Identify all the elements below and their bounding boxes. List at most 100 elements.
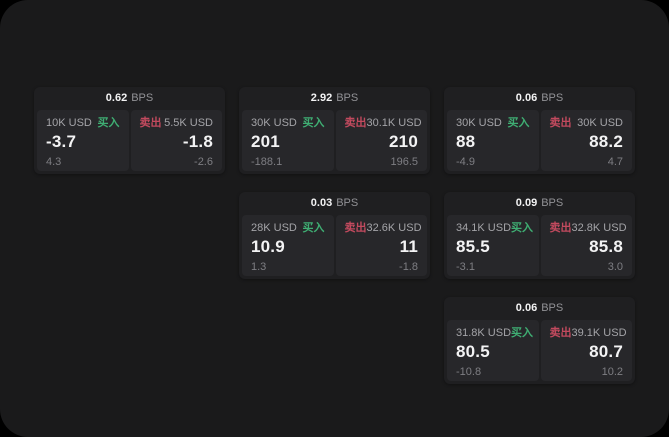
quote-card[interactable]: 0.06 BPS 30K USD 买入 88 -4.9 卖出 30K USD bbox=[444, 87, 635, 174]
buy-price: 10.9 bbox=[251, 237, 285, 257]
quote-card[interactable]: 0.09 BPS 34.1K USD 买入 85.5 -3.1 卖出 32.8K… bbox=[444, 192, 635, 279]
buy-panel[interactable]: 31.8K USD 买入 80.5 -10.8 bbox=[447, 320, 539, 381]
bps-unit-label: BPS bbox=[131, 92, 154, 104]
buy-amount: 30K USD bbox=[456, 117, 502, 129]
buy-panel-header: 30K USD 买入 bbox=[456, 117, 530, 129]
bps-unit-label: BPS bbox=[541, 92, 564, 104]
buy-side-label: 买入 bbox=[511, 327, 534, 339]
quote-card-body: 30K USD 买入 88 -4.9 卖出 30K USD 88.2 4.7 bbox=[444, 110, 635, 174]
sell-panel[interactable]: 卖出 32.8K USD 85.8 3.0 bbox=[540, 215, 632, 276]
buy-amount: 10K USD bbox=[46, 117, 92, 129]
buy-sub-value: -3.1 bbox=[456, 260, 475, 273]
sell-price: -1.8 bbox=[182, 132, 213, 152]
sell-panel[interactable]: 卖出 30.1K USD 210 196.5 bbox=[335, 110, 427, 171]
buy-side-label: 买入 bbox=[97, 117, 120, 129]
sell-amount: 30.1K USD bbox=[366, 117, 422, 129]
sell-panel[interactable]: 卖出 39.1K USD 80.7 10.2 bbox=[540, 320, 632, 381]
bps-header: 0.09 BPS bbox=[444, 192, 635, 215]
sell-side-label: 卖出 bbox=[139, 117, 162, 129]
bps-header: 2.92 BPS bbox=[239, 87, 430, 110]
buy-panel[interactable]: 30K USD 买入 201 -188.1 bbox=[242, 110, 334, 171]
sell-panel-header: 卖出 32.8K USD bbox=[549, 222, 627, 234]
quote-card[interactable]: 0.62 BPS 10K USD 买入 -3.7 4.3 卖出 5.5K USD bbox=[34, 87, 225, 174]
sell-side-label: 卖出 bbox=[549, 222, 572, 234]
buy-side-label: 买入 bbox=[511, 222, 534, 234]
quote-card-body: 34.1K USD 买入 85.5 -3.1 卖出 32.8K USD 85.8… bbox=[444, 215, 635, 279]
buy-amount: 30K USD bbox=[251, 117, 297, 129]
bps-header: 0.62 BPS bbox=[34, 87, 225, 110]
buy-side-label: 买入 bbox=[302, 222, 325, 234]
buy-price: 201 bbox=[251, 132, 280, 152]
sell-panel-header: 卖出 39.1K USD bbox=[550, 327, 627, 339]
sell-side-label: 卖出 bbox=[344, 222, 367, 234]
sell-price: 80.7 bbox=[589, 342, 623, 362]
bps-value: 0.06 bbox=[515, 302, 538, 314]
bps-value: 0.62 bbox=[105, 92, 128, 104]
sell-price: 11 bbox=[399, 237, 418, 257]
sell-sub-value: 196.5 bbox=[390, 155, 418, 168]
buy-panel[interactable]: 10K USD 买入 -3.7 4.3 bbox=[37, 110, 129, 171]
sell-amount: 32.6K USD bbox=[366, 222, 422, 234]
sell-price: 210 bbox=[389, 132, 418, 152]
buy-price: 88 bbox=[456, 132, 476, 152]
sell-panel-header: 卖出 5.5K USD bbox=[140, 117, 214, 129]
quote-card-body: 10K USD 买入 -3.7 4.3 卖出 5.5K USD -1.8 -2.… bbox=[34, 110, 225, 174]
buy-panel-header: 31.8K USD 买入 bbox=[456, 327, 534, 339]
sell-side-label: 卖出 bbox=[549, 117, 572, 129]
buy-panel[interactable]: 28K USD 买入 10.9 1.3 bbox=[242, 215, 334, 276]
bps-header: 0.06 BPS bbox=[444, 297, 635, 320]
sell-amount: 39.1K USD bbox=[571, 327, 627, 339]
buy-sub-value: 4.3 bbox=[46, 155, 62, 168]
quote-card-body: 30K USD 买入 201 -188.1 卖出 30.1K USD 210 1… bbox=[239, 110, 430, 174]
sell-sub-value: 10.2 bbox=[601, 365, 623, 378]
quote-card[interactable]: 0.06 BPS 31.8K USD 买入 80.5 -10.8 卖出 39.1… bbox=[444, 297, 635, 384]
quote-card-grid: 0.62 BPS 10K USD 买入 -3.7 4.3 卖出 5.5K USD bbox=[34, 87, 635, 384]
sell-panel[interactable]: 卖出 5.5K USD -1.8 -2.6 bbox=[130, 110, 222, 171]
quote-card[interactable]: 0.03 BPS 28K USD 买入 10.9 1.3 卖出 32.6K US… bbox=[239, 192, 430, 279]
buy-amount: 28K USD bbox=[251, 222, 297, 234]
quote-card-body: 28K USD 买入 10.9 1.3 卖出 32.6K USD 11 -1.8 bbox=[239, 215, 430, 279]
bps-unit-label: BPS bbox=[541, 302, 564, 314]
sell-price: 85.8 bbox=[589, 237, 623, 257]
buy-sub-value: -4.9 bbox=[456, 155, 475, 168]
buy-panel[interactable]: 34.1K USD 买入 85.5 -3.1 bbox=[447, 215, 539, 276]
sell-panel-header: 卖出 30K USD bbox=[550, 117, 624, 129]
bps-header: 0.06 BPS bbox=[444, 87, 635, 110]
sell-side-label: 卖出 bbox=[344, 117, 367, 129]
sell-amount: 30K USD bbox=[577, 117, 623, 129]
sell-panel-header: 卖出 30.1K USD bbox=[344, 117, 422, 129]
bps-value: 0.06 bbox=[515, 92, 538, 104]
buy-price: -3.7 bbox=[46, 132, 77, 152]
buy-side-label: 买入 bbox=[302, 117, 325, 129]
bps-value: 0.03 bbox=[310, 197, 333, 209]
bps-unit-label: BPS bbox=[541, 197, 564, 209]
sell-panel[interactable]: 卖出 30K USD 88.2 4.7 bbox=[540, 110, 632, 171]
bps-value: 2.92 bbox=[310, 92, 333, 104]
buy-amount: 31.8K USD bbox=[456, 327, 512, 339]
bps-unit-label: BPS bbox=[336, 197, 359, 209]
bps-header: 0.03 BPS bbox=[239, 192, 430, 215]
buy-sub-value: -188.1 bbox=[251, 155, 283, 168]
buy-sub-value: -10.8 bbox=[456, 365, 482, 378]
buy-panel-header: 30K USD 买入 bbox=[251, 117, 325, 129]
bps-unit-label: BPS bbox=[336, 92, 359, 104]
buy-sub-value: 1.3 bbox=[251, 260, 267, 273]
sell-amount: 32.8K USD bbox=[571, 222, 627, 234]
sell-panel-header: 卖出 32.6K USD bbox=[344, 222, 422, 234]
buy-price: 85.5 bbox=[456, 237, 490, 257]
buy-side-label: 买入 bbox=[507, 117, 530, 129]
sell-panel[interactable]: 卖出 32.6K USD 11 -1.8 bbox=[335, 215, 427, 276]
buy-panel-header: 10K USD 买入 bbox=[46, 117, 120, 129]
quote-card[interactable]: 2.92 BPS 30K USD 买入 201 -188.1 卖出 30.1K … bbox=[239, 87, 430, 174]
sell-sub-value: 4.7 bbox=[607, 155, 623, 168]
quote-card-body: 31.8K USD 买入 80.5 -10.8 卖出 39.1K USD 80.… bbox=[444, 320, 635, 384]
sell-sub-value: 3.0 bbox=[607, 260, 623, 273]
buy-panel-header: 34.1K USD 买入 bbox=[456, 222, 534, 234]
sell-price: 88.2 bbox=[589, 132, 623, 152]
sell-amount: 5.5K USD bbox=[164, 117, 213, 129]
bps-value: 0.09 bbox=[515, 197, 538, 209]
sell-sub-value: -2.6 bbox=[194, 155, 213, 168]
buy-panel[interactable]: 30K USD 买入 88 -4.9 bbox=[447, 110, 539, 171]
buy-price: 80.5 bbox=[456, 342, 490, 362]
